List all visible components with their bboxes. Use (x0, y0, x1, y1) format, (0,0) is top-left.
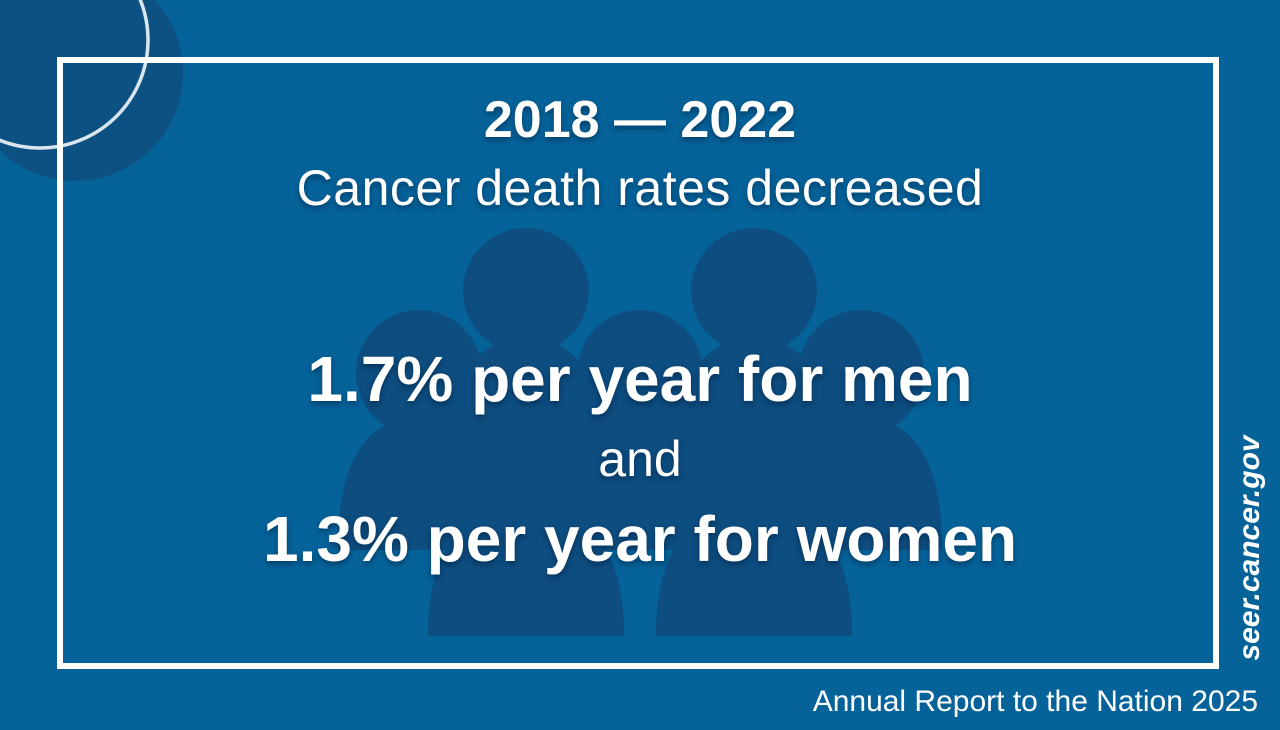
report-caption: Annual Report to the Nation 2025 (812, 685, 1258, 718)
women-rate-stat: 1.3% per year for women (262, 503, 1018, 575)
year-range-heading: 2018 — 2022 (483, 91, 797, 149)
website-label: seer.cancer.gov (1233, 435, 1266, 661)
connector-text: and (598, 431, 682, 487)
people-group-silhouette-icon (338, 228, 942, 636)
subtitle-heading: Cancer death rates decreased (296, 160, 984, 216)
corner-circle-decoration (0, 0, 183, 181)
content-frame (57, 57, 1219, 669)
men-rate-stat: 1.7% per year for men (307, 343, 973, 415)
